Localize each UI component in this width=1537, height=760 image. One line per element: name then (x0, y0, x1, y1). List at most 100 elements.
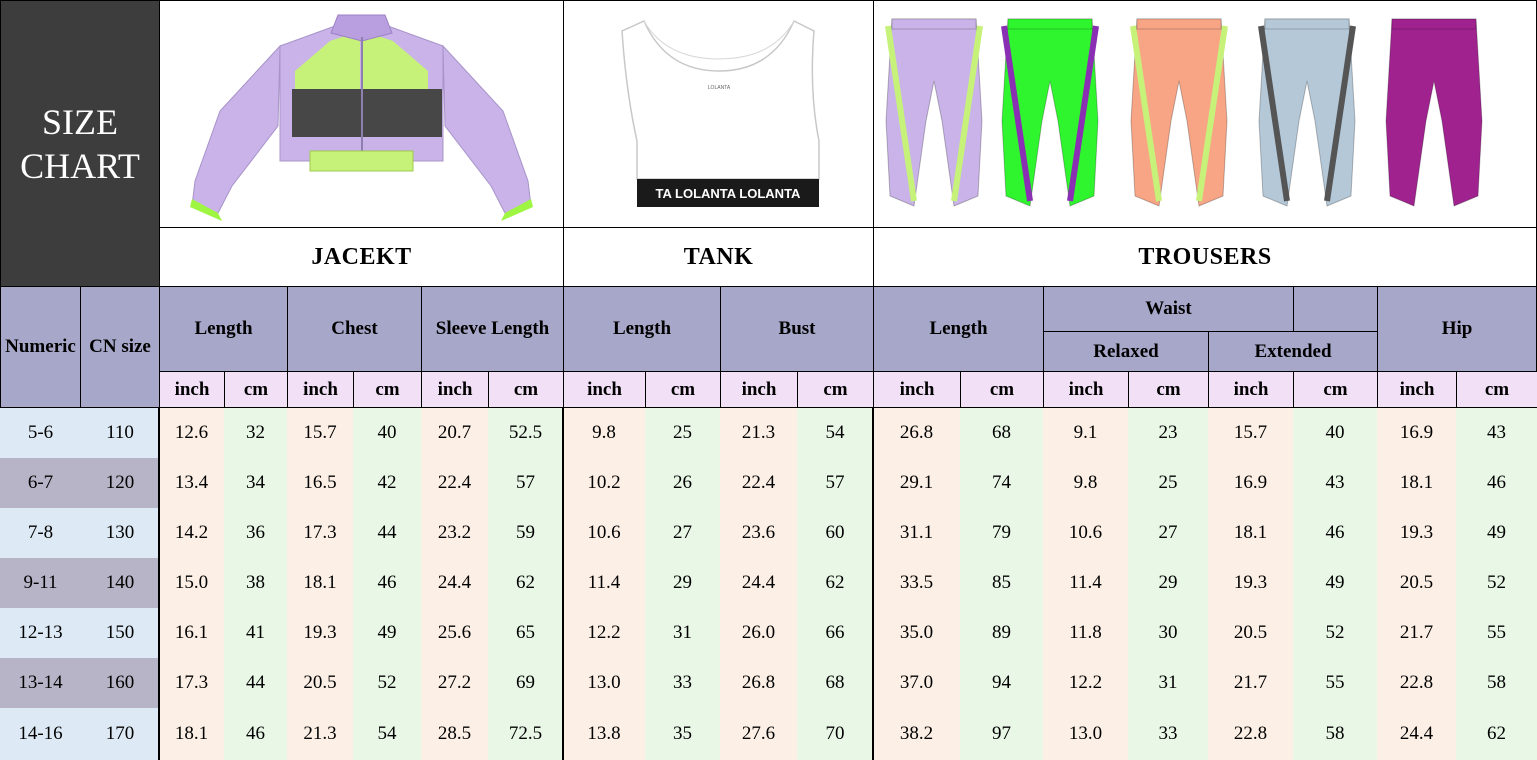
cell-cn-size: 120 (80, 458, 160, 508)
cell-inch: 11.8 (1043, 608, 1128, 658)
cell-inch: 13.4 (159, 458, 224, 508)
cell-inch: 21.3 (720, 408, 797, 458)
cell-inch: 18.1 (1208, 508, 1293, 558)
cell-cm: 49 (1293, 558, 1377, 608)
cell-numeric: 6-7 (0, 458, 81, 508)
cell-numeric: 7-8 (0, 508, 81, 558)
cell-cm: 72.5 (488, 708, 563, 760)
cell-cm: 29 (645, 558, 720, 608)
cell-cm: 52 (1456, 558, 1537, 608)
header-waist-relaxed: Relaxed (1043, 331, 1209, 372)
cell-inch: 9.8 (563, 408, 645, 458)
cell-inch: 10.2 (563, 458, 645, 508)
cell-cm: 89 (960, 608, 1043, 658)
cell-inch: 10.6 (1043, 508, 1128, 558)
cell-inch: 19.3 (1208, 558, 1293, 608)
cell-cm: 58 (1456, 658, 1537, 708)
cell-cm: 57 (488, 458, 563, 508)
cell-cm: 25 (1128, 458, 1208, 508)
unit-inch: inch (159, 371, 225, 409)
cell-inch: 22.4 (421, 458, 488, 508)
unit-inch: inch (563, 371, 646, 409)
cell-inch: 26.8 (720, 658, 797, 708)
header-waist-blank (1293, 286, 1378, 332)
cell-inch: 37.0 (873, 658, 960, 708)
cell-inch: 24.4 (421, 558, 488, 608)
cell-inch: 18.1 (159, 708, 224, 760)
cell-cm: 57 (797, 458, 873, 508)
cell-inch: 26.0 (720, 608, 797, 658)
cell-inch: 24.4 (720, 558, 797, 608)
cell-cm: 65 (488, 608, 563, 658)
cell-cm: 38 (224, 558, 287, 608)
unit-cm: cm (353, 371, 422, 409)
cell-inch: 20.7 (421, 408, 488, 458)
unit-inch: inch (421, 371, 489, 409)
cell-inch: 20.5 (1377, 558, 1456, 608)
cell-inch: 15.7 (287, 408, 353, 458)
section-divider (158, 408, 160, 760)
cell-cm: 54 (797, 408, 873, 458)
cell-inch: 35.0 (873, 608, 960, 658)
cell-cm: 79 (960, 508, 1043, 558)
unit-inch: inch (1043, 371, 1129, 409)
cell-cm: 31 (645, 608, 720, 658)
cell-cm: 70 (797, 708, 873, 760)
cell-cn-size: 110 (80, 408, 160, 458)
jacket-illustration (190, 14, 533, 221)
header-hip: Hip (1377, 286, 1537, 372)
trouser-pair (1001, 18, 1099, 207)
cell-cm: 26 (645, 458, 720, 508)
cell-inch: 31.1 (873, 508, 960, 558)
cell-cm: 43 (1293, 458, 1377, 508)
header-cn-size: CN size (80, 286, 160, 408)
size-chart-title: SIZE CHART (0, 0, 160, 287)
cell-inch: 22.8 (1377, 658, 1456, 708)
cell-inch: 18.1 (287, 558, 353, 608)
unit-inch: inch (287, 371, 354, 409)
cell-inch: 21.7 (1208, 658, 1293, 708)
cell-cm: 94 (960, 658, 1043, 708)
cell-inch: 18.1 (1377, 458, 1456, 508)
cell-inch: 22.8 (1208, 708, 1293, 760)
unit-inch: inch (873, 371, 961, 409)
trouser-pair (1258, 18, 1356, 207)
cell-cm: 44 (224, 658, 287, 708)
cell-cm: 69 (488, 658, 563, 708)
cell-inch: 20.5 (287, 658, 353, 708)
section-jacket: JACEKT (159, 227, 564, 287)
cell-inch: 16.5 (287, 458, 353, 508)
cell-cm: 30 (1128, 608, 1208, 658)
section-divider (872, 408, 874, 760)
cell-inch: 11.4 (563, 558, 645, 608)
unit-cm: cm (960, 371, 1044, 409)
header-jacket-sleeve-length: Sleeve Length (421, 286, 564, 372)
cell-cm: 46 (224, 708, 287, 760)
trouser-pair (1130, 18, 1228, 207)
cell-inch: 10.6 (563, 508, 645, 558)
section-tank: TANK (563, 227, 874, 287)
trousers-illustration (885, 18, 1483, 207)
cell-cm: 52 (1293, 608, 1377, 658)
cell-inch: 20.5 (1208, 608, 1293, 658)
cell-cm: 23 (1128, 408, 1208, 458)
cell-inch: 23.2 (421, 508, 488, 558)
cell-cm: 33 (1128, 708, 1208, 760)
title-line-1: SIZE (42, 101, 118, 142)
cell-cm: 49 (353, 608, 421, 658)
cell-cm: 35 (645, 708, 720, 760)
cell-inch: 26.8 (873, 408, 960, 458)
cell-cm: 62 (1456, 708, 1537, 760)
cell-inch: 29.1 (873, 458, 960, 508)
cell-cm: 46 (1456, 458, 1537, 508)
cell-cm: 49 (1456, 508, 1537, 558)
cell-inch: 19.3 (287, 608, 353, 658)
header-waist-extended: Extended (1208, 331, 1378, 372)
title-line-2: CHART (20, 145, 140, 186)
tank-image: TA LOLANTA LOLANTA LOLANTA (563, 0, 874, 228)
cell-inch: 16.9 (1377, 408, 1456, 458)
cell-inch: 16.9 (1208, 458, 1293, 508)
cell-cm: 32 (224, 408, 287, 458)
cell-cn-size: 160 (80, 658, 160, 708)
cell-cm: 34 (224, 458, 287, 508)
